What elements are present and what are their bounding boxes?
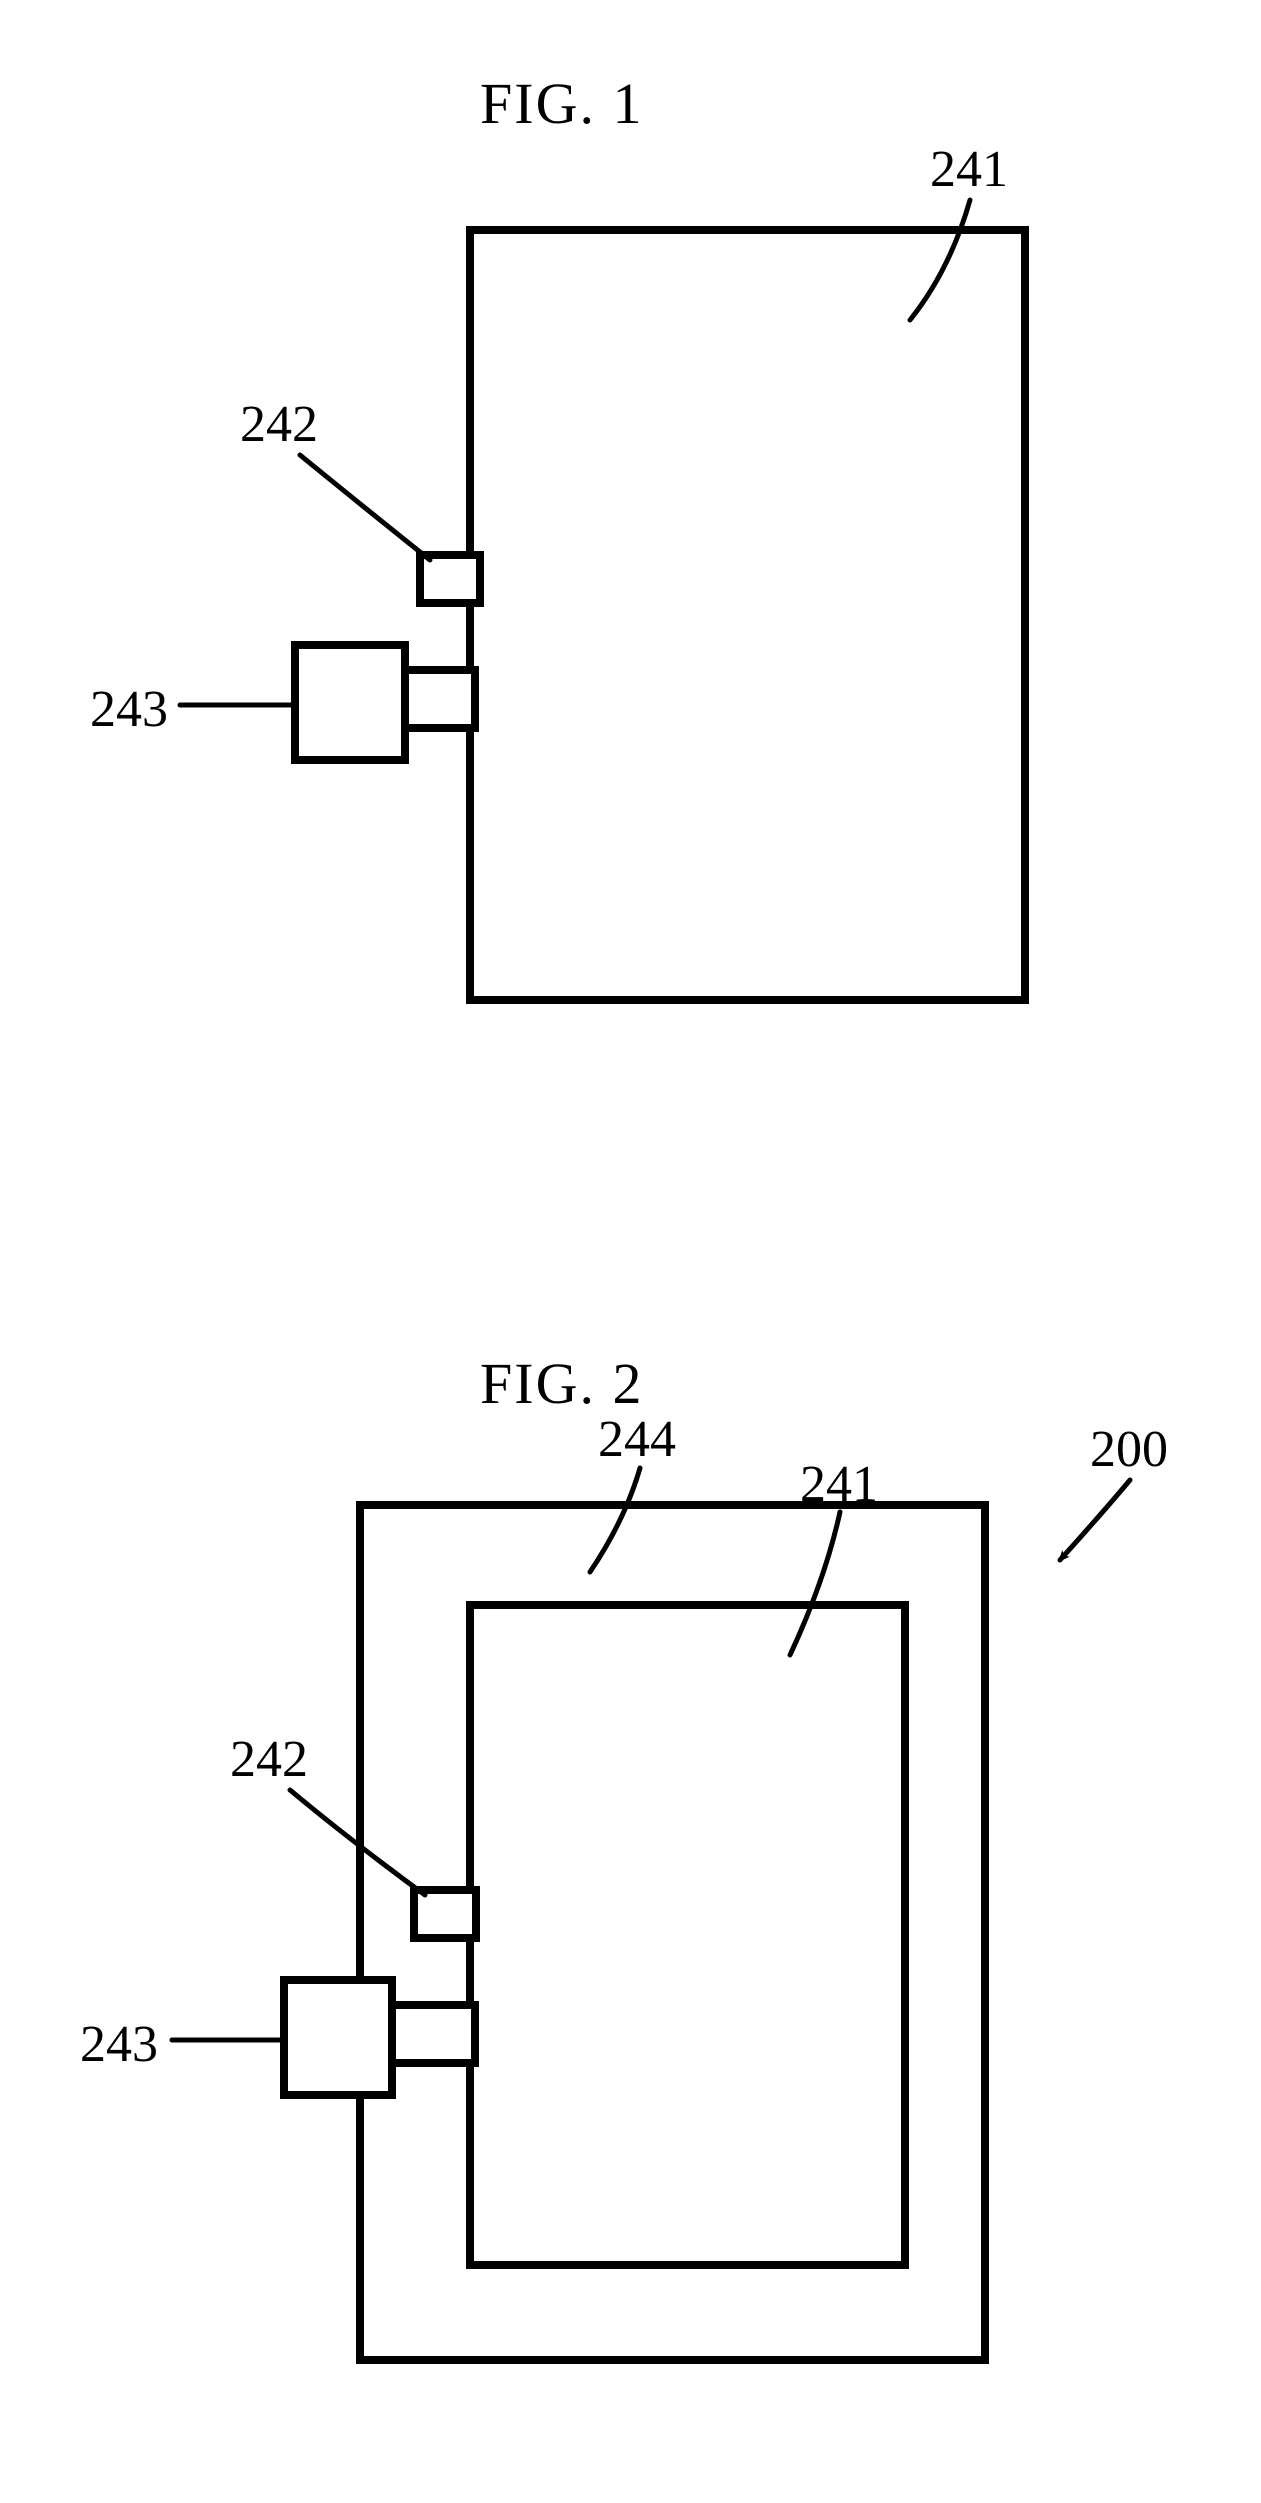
fig2-arrow-200 [1060, 1480, 1130, 1560]
fig1-main-rect [470, 230, 1025, 1000]
fig2-small-block [414, 1890, 476, 1938]
fig2-inner-rect [470, 1605, 905, 2265]
diagram-svg [0, 0, 1261, 2503]
fig2-connector-shaft [387, 2005, 475, 2063]
fig1-leader-242 [300, 455, 430, 560]
fig1-connector-shaft [400, 670, 475, 728]
fig1-connector-body [295, 645, 405, 760]
fig2-connector-body [284, 1980, 392, 2095]
